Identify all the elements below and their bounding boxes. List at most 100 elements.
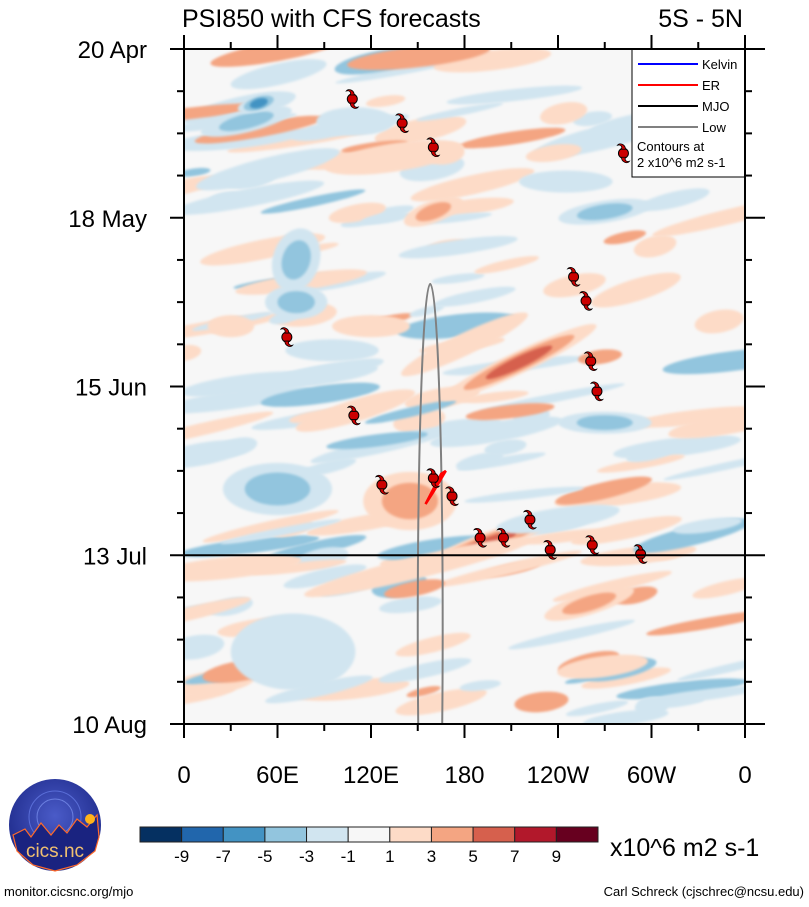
tropical-cyclone-icon <box>496 528 511 548</box>
anomaly-streak <box>552 570 672 602</box>
tropical-cyclone-icon <box>579 291 594 311</box>
anomaly-streak <box>673 517 742 534</box>
anomaly-streak <box>646 610 745 636</box>
anomaly-contour <box>207 315 255 338</box>
colorbar-swatch <box>514 826 557 843</box>
colorbar-swatch <box>181 826 224 843</box>
anomaly-streak <box>434 550 582 587</box>
cyclone-eye <box>281 331 293 343</box>
cyclone-arm-top <box>374 474 385 482</box>
cyclone-arm-top <box>633 544 643 551</box>
cyclone-eye <box>376 479 388 491</box>
colorbar-swatch <box>222 826 266 843</box>
cyclone-eye <box>568 271 580 283</box>
colorbar: -9 -7 -5 -3 -1 1 3 5 7 9 <box>139 826 599 866</box>
x-tick-label: 120W <box>527 762 590 789</box>
anomaly-streak <box>184 103 264 125</box>
low-frequency-contour <box>416 282 444 724</box>
cyclone-eye <box>544 544 556 556</box>
cyclone-eye <box>635 548 647 560</box>
legend-label-er: ER <box>702 78 720 93</box>
cyclone-eye <box>617 147 629 159</box>
anomaly-streak <box>260 189 366 214</box>
anomaly-streak <box>406 686 441 698</box>
anomaly-streak <box>252 358 384 391</box>
cyclone-arm-bottom <box>583 304 594 311</box>
anomaly-contour <box>249 98 268 109</box>
tropical-cyclone-icon <box>345 89 360 109</box>
anomaly-streak <box>459 127 566 149</box>
anomaly-streak <box>416 102 504 121</box>
anomaly-streak <box>474 256 539 274</box>
colorbar-swatch <box>430 826 474 843</box>
anomaly-streak <box>374 115 467 145</box>
anomaly-streak <box>184 180 325 215</box>
tropical-cyclone-icon <box>585 535 600 555</box>
anomaly-streak <box>378 658 472 683</box>
anomaly-contour <box>281 240 311 280</box>
footer-url[interactable]: monitor.cicsnc.org/mjo <box>4 884 134 899</box>
anomaly-streak <box>184 535 320 557</box>
anomaly-contour <box>316 107 395 136</box>
legend: Kelvin ER MJO Low Contours at2 x10^6 m2 s-1 <box>631 48 746 178</box>
anomaly-streak <box>571 516 682 545</box>
anomaly-streak <box>514 691 569 713</box>
cyclone-arm-top <box>566 267 576 274</box>
anomaly-contour <box>332 315 410 338</box>
anomaly-contour <box>496 504 620 534</box>
anomaly-streak <box>217 437 258 457</box>
anomaly-streak <box>379 596 442 614</box>
colorbar-tick-label: 1 <box>385 847 394 866</box>
y-tick-label: 13 Jul <box>83 543 147 570</box>
cyclone-arm-bottom <box>430 481 441 488</box>
cyclone-arm-top <box>579 291 589 298</box>
cyclone-arm-top <box>395 113 405 120</box>
cyclone-arm-top <box>585 535 595 542</box>
cyclone-arm-top <box>426 137 436 144</box>
y-tick-label: 20 Apr <box>78 37 147 64</box>
x-tick-label: 120E <box>343 762 399 789</box>
anomaly-contour <box>381 482 439 520</box>
anomaly-streak <box>365 95 406 107</box>
anomaly-streak <box>555 476 652 505</box>
cyclone-eye <box>348 409 360 421</box>
cyclone-eye <box>524 514 536 526</box>
anomaly-streak <box>540 102 588 125</box>
cyclone-eye <box>497 532 509 544</box>
y-tick-label: 18 May <box>68 206 147 233</box>
anomaly-contour <box>230 613 356 690</box>
anomaly-streak <box>630 406 745 428</box>
tropical-cyclone-icon <box>583 351 598 371</box>
tropical-cyclone-icon <box>522 509 537 530</box>
anomaly-streak <box>446 85 583 105</box>
cics-logo: cics.nc <box>9 779 101 872</box>
anomaly-streak <box>464 486 584 503</box>
anomaly-streak <box>459 680 501 692</box>
tropical-cyclone-icon <box>589 381 604 402</box>
anomaly-streak <box>433 49 552 73</box>
cyclone-arm-top <box>279 327 290 334</box>
cyclone-arm-bottom <box>349 102 360 109</box>
cyclone-arm-top <box>445 486 455 493</box>
anomaly-streak <box>597 454 685 473</box>
cyclone-arm-top <box>346 405 357 412</box>
cyclone-eye <box>427 472 439 484</box>
anomaly-streak <box>398 236 518 259</box>
anomaly-streak <box>662 347 745 375</box>
cyclone-arm-bottom <box>399 126 410 133</box>
anomaly-streak <box>616 678 745 700</box>
colorbar-units: x10^6 m2 s-1 <box>610 834 759 862</box>
anomaly-streak <box>565 700 629 717</box>
anomaly-streak <box>456 452 546 471</box>
cyclone-eye <box>474 532 486 544</box>
colorbar-tick-label: -7 <box>216 847 231 866</box>
anomaly-streak <box>184 385 311 414</box>
anomaly-streak <box>461 390 529 404</box>
cyclone-arm-top <box>589 381 600 388</box>
cyclone-eye <box>591 385 603 397</box>
cyclone-arm-bottom <box>589 548 600 555</box>
anomaly-streak <box>517 528 614 545</box>
anomaly-contour <box>415 202 452 222</box>
anomaly-streak <box>184 411 274 448</box>
